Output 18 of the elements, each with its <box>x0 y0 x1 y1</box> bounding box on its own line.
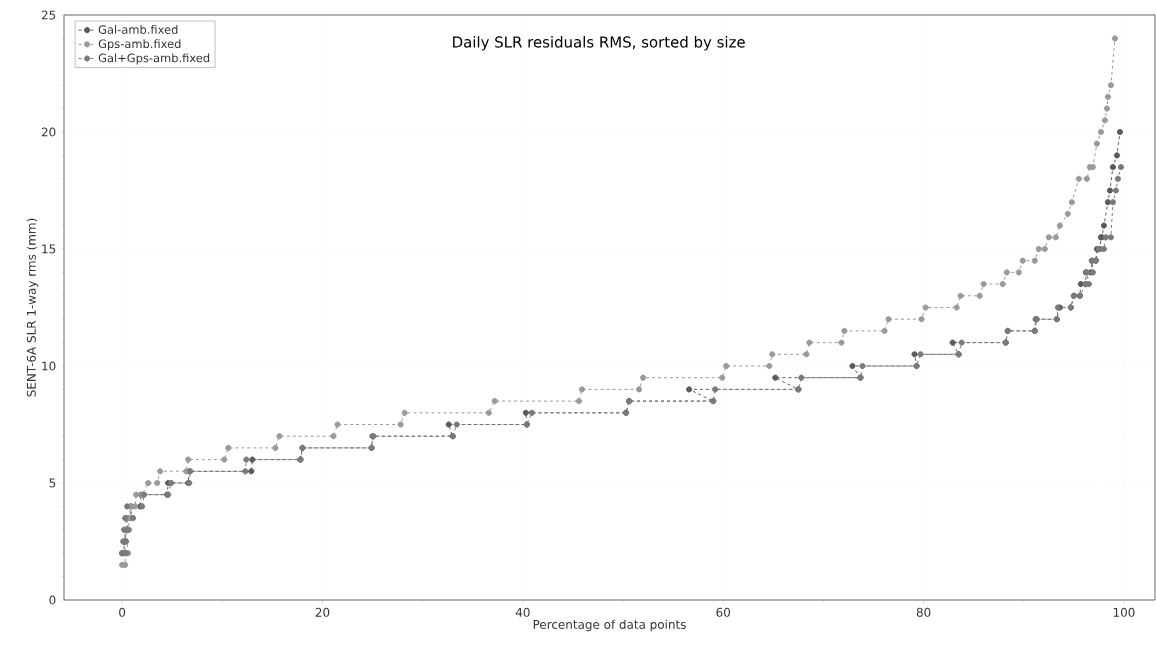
y-tick-label: 15 <box>42 244 56 254</box>
x-tick-label: 0 <box>119 607 126 617</box>
legend-label: Gal+Gps-amb.fixed <box>98 53 210 65</box>
x-tick-label: 40 <box>515 607 530 617</box>
legend-label: Gps-amb.fixed <box>98 39 181 51</box>
y-tick-label: 5 <box>49 478 56 488</box>
y-tick-label: 0 <box>49 595 56 605</box>
x-tick-label: 80 <box>916 607 931 617</box>
y-tick-label: 25 <box>41 10 56 20</box>
x-tick-label: 100 <box>1113 607 1135 617</box>
y-axis-title: SENT-6A SLR 1-way rms (mm) <box>26 218 39 397</box>
legend-label: Gal-amb.fixed <box>98 25 178 34</box>
x-axis-title: Percentage of data points <box>533 619 686 632</box>
y-tick-label: 10 <box>42 361 56 371</box>
x-tick-label: 20 <box>315 607 330 617</box>
x-tick-label: 60 <box>716 607 731 617</box>
y-tick-label: 20 <box>41 127 56 137</box>
text: Daily SLR residuals RMS, sorted by size <box>453 36 745 51</box>
